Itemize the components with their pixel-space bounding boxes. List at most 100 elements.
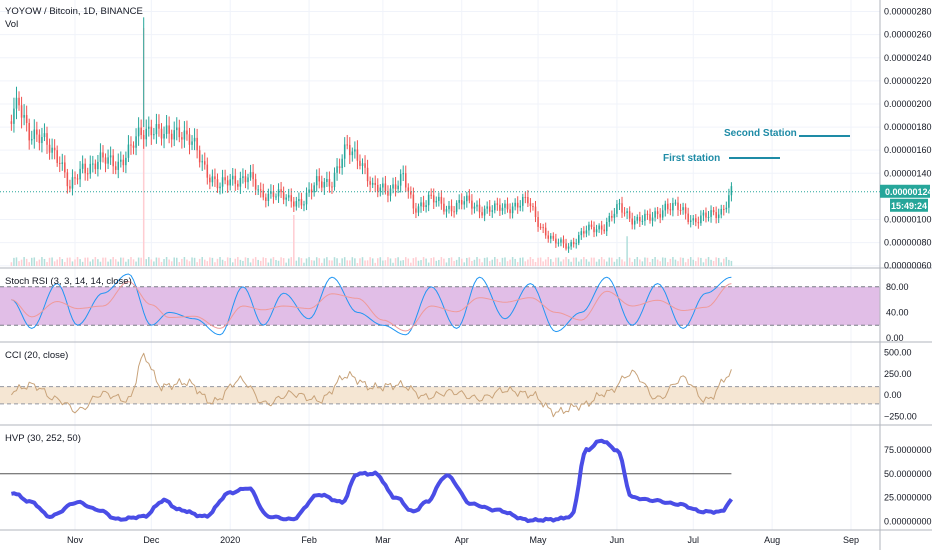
volume-bar — [366, 260, 369, 266]
volume-bar — [64, 261, 66, 266]
volume-bar — [66, 257, 69, 266]
candle-body — [382, 183, 384, 188]
volume-bar — [48, 257, 51, 266]
candle-body — [661, 210, 664, 218]
candle-body — [494, 203, 496, 211]
volume-bar — [336, 258, 338, 266]
volume-bar — [402, 260, 404, 266]
volume-bar — [104, 257, 107, 266]
candle-body — [86, 173, 89, 175]
candle-body — [593, 226, 595, 233]
candle-body — [293, 201, 295, 207]
volume-bar — [728, 259, 730, 266]
volume-bar — [659, 261, 661, 266]
stoch-band — [0, 286, 880, 326]
volume-bar — [247, 257, 249, 266]
candle-body — [351, 151, 354, 156]
candle-body — [51, 147, 53, 153]
candle-body — [30, 139, 33, 141]
x-tick-label: 2020 — [220, 535, 240, 545]
candle-body — [664, 203, 667, 211]
volume-bar — [509, 259, 511, 266]
volume-bar — [415, 257, 417, 266]
volume-bar — [310, 260, 313, 266]
candle-body — [496, 203, 499, 205]
volume-bar — [730, 260, 733, 266]
candle-body — [501, 207, 504, 211]
volume-bar — [272, 257, 275, 266]
x-tick-label: Apr — [455, 535, 469, 545]
volume-bar — [356, 262, 359, 266]
volume-bar — [389, 258, 392, 266]
candle-body — [122, 159, 125, 166]
volume-bar — [298, 257, 300, 266]
candle-body — [226, 180, 229, 186]
candle-body — [608, 215, 611, 222]
candle-body — [717, 214, 720, 219]
volume-bar — [25, 258, 28, 266]
candle-body — [173, 130, 175, 140]
candle-body — [328, 178, 331, 187]
candle-body — [404, 173, 407, 188]
candle-body — [649, 214, 651, 221]
candle-body — [221, 177, 224, 187]
candle-body — [618, 203, 621, 205]
volume-bar — [539, 257, 542, 266]
cci-tick-label: 0.00 — [884, 390, 902, 400]
candle-body — [140, 127, 142, 135]
candle-body — [575, 243, 577, 245]
price-tick-label: 0.00000160 — [884, 145, 932, 155]
volume-bar — [677, 261, 679, 266]
candle-body — [188, 134, 191, 145]
candle-body — [483, 208, 486, 216]
candle-body — [56, 150, 58, 163]
volume-bar — [379, 257, 382, 266]
candle-body — [611, 215, 613, 218]
volume-bar — [382, 260, 384, 266]
volume-bar — [707, 257, 710, 266]
volume-bar — [377, 258, 379, 266]
candle-body — [305, 192, 308, 205]
volume-bar — [321, 262, 323, 266]
candle-body — [298, 199, 300, 202]
volume-bar — [359, 258, 361, 266]
candle-body — [242, 176, 244, 179]
candle-body — [272, 191, 275, 197]
candle-body — [137, 127, 140, 137]
volume-bar — [603, 259, 605, 266]
candle-body — [38, 134, 41, 144]
volume-bar — [684, 262, 687, 266]
candle-body — [412, 194, 415, 209]
volume-bar — [79, 259, 81, 266]
volume-bar — [430, 258, 432, 266]
volume-bar — [86, 257, 89, 266]
candle-body — [547, 235, 549, 239]
cci-tick-label: 250.00 — [884, 369, 912, 379]
candle-body — [516, 202, 519, 208]
hvp-title: HVP (30, 252, 50) — [5, 433, 81, 444]
candle-body — [333, 172, 336, 188]
candle-body — [130, 144, 132, 146]
candle-body — [315, 176, 318, 186]
volume-bar — [287, 258, 290, 266]
hvp-tick-label: 75.00000000 — [884, 445, 932, 455]
candle-body — [687, 213, 689, 222]
volume-bar — [471, 261, 473, 266]
candle-body — [511, 206, 514, 214]
volume-bar — [349, 260, 351, 266]
volume-bar — [687, 258, 689, 266]
candle-body — [356, 149, 359, 161]
candle-body — [455, 202, 458, 212]
candle-body — [499, 204, 501, 211]
candle-body — [488, 206, 491, 212]
candle-body — [595, 229, 598, 233]
volume-bar — [23, 257, 25, 266]
price-tick-label: 0.00000260 — [884, 30, 932, 40]
stoch-d-line — [11, 281, 732, 332]
candle-body — [89, 163, 92, 174]
volume-bar — [94, 257, 97, 266]
candle-body — [669, 209, 672, 211]
volume-bar — [661, 257, 664, 266]
candle-body — [394, 184, 397, 190]
volume-bar — [557, 257, 560, 266]
